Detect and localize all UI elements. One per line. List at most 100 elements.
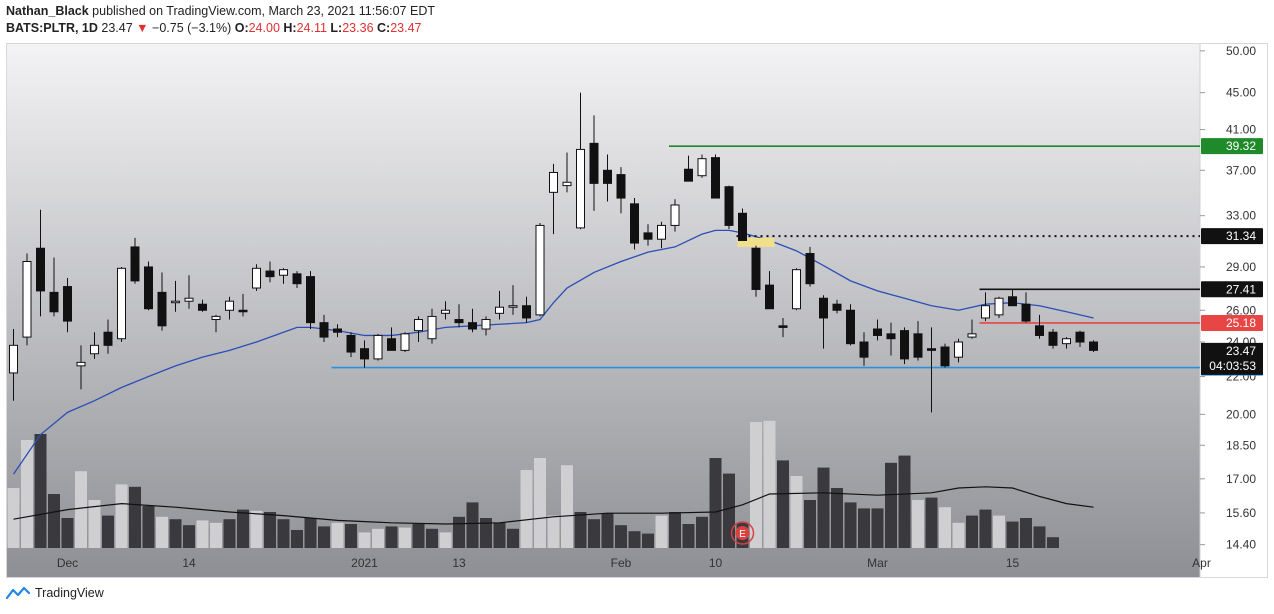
candle-body-down <box>144 266 153 310</box>
candle-body-down <box>238 309 248 313</box>
volume-moving-average-line <box>13 486 1094 525</box>
plot-background <box>6 43 1200 578</box>
candle-body-up <box>994 297 1004 316</box>
footer-brand[interactable]: TradingView <box>6 586 104 600</box>
candle <box>886 322 896 356</box>
candle-body-down <box>873 328 882 336</box>
candle <box>643 224 653 246</box>
candle <box>1075 330 1085 348</box>
volume-bar <box>142 506 155 548</box>
volume-bar <box>723 473 735 548</box>
price-badge <box>1201 138 1263 155</box>
candle-body-down <box>846 309 855 345</box>
volume-bar <box>1033 526 1046 548</box>
y-tick-label: 26.00 <box>1226 303 1256 317</box>
candle <box>994 296 1004 318</box>
volume-bar <box>34 434 47 548</box>
volume-bar <box>615 525 627 548</box>
event-marker-icon[interactable] <box>730 521 755 545</box>
volume-bar <box>412 524 425 548</box>
candle <box>225 296 234 320</box>
candle-body-down <box>36 247 45 292</box>
author-name[interactable]: Nathan_Black <box>6 4 89 18</box>
price-badge-label: 31.34 <box>1226 229 1256 243</box>
candle <box>522 296 531 323</box>
volume-bar <box>588 519 600 548</box>
candle <box>211 314 221 333</box>
candle <box>778 317 788 338</box>
volume-bar <box>115 484 128 548</box>
volume-bar <box>453 516 465 548</box>
candle-body-up <box>981 305 990 319</box>
volume-bar <box>7 488 20 548</box>
candle <box>576 92 585 230</box>
candle-body-up <box>211 315 221 321</box>
candle <box>697 154 707 178</box>
price-chart[interactable]: E 50.0045.0041.0037.0033.0029.0026.0024.… <box>6 43 1268 578</box>
candle <box>738 208 747 241</box>
candle <box>1021 292 1031 323</box>
candle-body-down <box>724 186 734 226</box>
volume-bar <box>696 516 708 548</box>
candle <box>157 272 167 331</box>
volume-bar <box>372 528 384 548</box>
candle <box>832 299 842 314</box>
price-badge <box>1201 314 1263 331</box>
candle-body-up <box>400 333 410 351</box>
candle <box>36 209 45 317</box>
volume-bar <box>264 512 276 548</box>
candle-body-down <box>1008 296 1017 307</box>
volume-bar <box>871 508 884 548</box>
candle <box>1048 329 1058 349</box>
volume-bar <box>223 519 236 548</box>
volume-bar <box>331 522 344 548</box>
footer-brand-text: TradingView <box>35 586 104 600</box>
candle-body-down <box>684 168 693 182</box>
candle <box>346 332 356 358</box>
candle <box>670 199 680 232</box>
open-label: O: <box>234 21 249 35</box>
high-value: 24.11 <box>296 21 327 35</box>
candle-body-down <box>454 319 464 324</box>
candle-body-up <box>184 297 194 302</box>
candle-body-up <box>279 269 288 276</box>
candle <box>1008 289 1017 307</box>
candle-body-down <box>616 174 626 199</box>
candle-body-up <box>9 344 18 374</box>
x-tick-label: 10 <box>709 556 723 570</box>
candle-body-up <box>967 333 977 338</box>
candle-body-down <box>630 203 639 244</box>
volume-bar <box>1006 521 1019 548</box>
candle-body-down <box>157 291 167 327</box>
candle-body-down <box>63 286 72 322</box>
candle-body-up <box>252 267 261 289</box>
volume-bar <box>898 455 911 548</box>
candle <box>940 343 950 368</box>
candle <box>9 329 18 401</box>
volume-bar <box>547 515 560 548</box>
volume-bar <box>358 532 371 548</box>
candle <box>117 266 126 343</box>
candle <box>805 246 815 287</box>
candle-body-up <box>549 171 558 193</box>
volume-bar <box>480 518 492 548</box>
price-badge <box>1201 228 1263 245</box>
candle-body-down <box>306 276 315 324</box>
low-value: 23.36 <box>342 21 374 35</box>
volume-bar <box>237 509 249 548</box>
x-tick-label: Feb <box>611 556 632 570</box>
candle-body-down <box>198 303 207 311</box>
chart-area[interactable]: E 50.00 45.00 41.00 37.00 33.00 29.00 26.00 24.… <box>6 43 1268 578</box>
volume-bar <box>844 502 857 548</box>
candle <box>630 198 639 250</box>
candle <box>373 333 383 361</box>
tradingview-logo-icon <box>6 586 30 600</box>
down-arrow-icon: ▼ <box>136 21 149 35</box>
candle <box>1062 337 1071 349</box>
candle-body-up <box>481 319 491 330</box>
candle <box>954 338 963 363</box>
y-tick-label: 14.40 <box>1226 538 1256 552</box>
candle <box>846 304 855 346</box>
volume-bar <box>183 525 195 548</box>
y-tick-label: 17.00 <box>1226 472 1256 486</box>
